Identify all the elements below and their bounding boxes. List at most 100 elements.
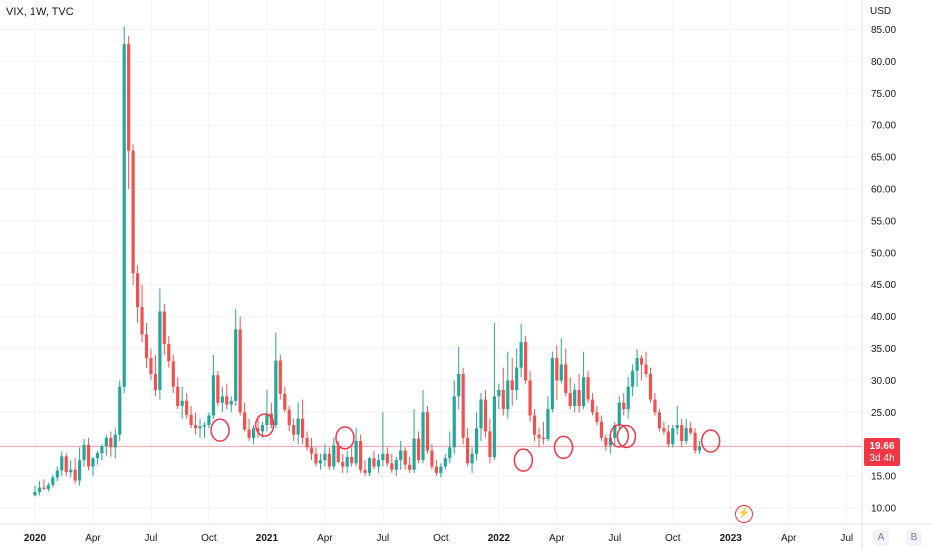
candle-body bbox=[122, 44, 126, 387]
candle bbox=[104, 434, 108, 456]
candle-body bbox=[162, 311, 166, 345]
candle bbox=[287, 405, 291, 432]
candle-body bbox=[220, 396, 224, 403]
candle bbox=[372, 450, 376, 470]
candle-body bbox=[684, 428, 688, 442]
candle-body bbox=[46, 485, 50, 489]
candle-body bbox=[229, 400, 233, 405]
candle bbox=[622, 393, 626, 416]
candle-body bbox=[639, 358, 644, 365]
auto-scale-button[interactable]: A bbox=[873, 530, 889, 546]
candle bbox=[216, 370, 220, 406]
candle-body bbox=[73, 469, 77, 481]
candle-body bbox=[234, 329, 238, 401]
candle-body bbox=[314, 453, 318, 464]
candle bbox=[296, 402, 300, 445]
candle bbox=[693, 428, 697, 454]
y-tick-label: 10.00 bbox=[871, 504, 896, 515]
candle-body bbox=[613, 425, 617, 438]
x-tick-label: Oct bbox=[201, 533, 217, 544]
candle-body bbox=[216, 375, 220, 403]
log-scale-button[interactable]: B bbox=[906, 530, 922, 546]
candle bbox=[37, 481, 42, 496]
highlight-circle bbox=[609, 424, 630, 448]
candle bbox=[220, 386, 224, 413]
candle bbox=[367, 456, 372, 477]
x-tick-label: 2021 bbox=[256, 533, 279, 544]
candle-body bbox=[69, 469, 73, 473]
candle-body bbox=[457, 374, 461, 397]
y-tick-label: 80.00 bbox=[871, 57, 896, 68]
candle bbox=[198, 418, 202, 438]
candle-body bbox=[323, 453, 327, 461]
highlight-circle bbox=[513, 448, 534, 472]
candle-body bbox=[546, 409, 550, 440]
candle bbox=[550, 351, 554, 413]
candle-body bbox=[193, 425, 198, 429]
candle-body bbox=[581, 377, 586, 406]
flash-icon[interactable]: ⚡ bbox=[735, 505, 753, 523]
candle bbox=[443, 453, 447, 470]
candle bbox=[211, 354, 215, 419]
x-tick-label: Oct bbox=[433, 533, 449, 544]
candle-body bbox=[78, 460, 82, 481]
candle-body bbox=[336, 445, 340, 463]
candle-body bbox=[131, 150, 135, 274]
y-tick-label: 25.00 bbox=[871, 408, 896, 419]
candle-body bbox=[211, 375, 215, 416]
candle bbox=[666, 425, 670, 448]
candle-body bbox=[33, 492, 37, 496]
candle bbox=[653, 393, 657, 416]
candle bbox=[675, 405, 679, 435]
candle bbox=[390, 453, 394, 473]
candle bbox=[573, 383, 577, 413]
last-price-value: 19.66 bbox=[869, 441, 895, 452]
candle-body bbox=[305, 437, 309, 448]
candle bbox=[91, 456, 95, 477]
candle bbox=[238, 316, 242, 416]
candle bbox=[474, 412, 479, 461]
candle bbox=[452, 380, 456, 454]
candle bbox=[501, 367, 505, 416]
candle bbox=[73, 458, 77, 484]
candle-body bbox=[622, 402, 626, 410]
candle-body bbox=[372, 458, 376, 467]
candle bbox=[581, 351, 586, 410]
candle bbox=[269, 402, 273, 429]
candle-body bbox=[104, 437, 108, 447]
candle bbox=[158, 288, 162, 400]
candle bbox=[537, 428, 541, 448]
candle-body bbox=[528, 380, 532, 416]
candle-body bbox=[86, 444, 91, 467]
candle-body bbox=[354, 441, 358, 464]
candle-body bbox=[345, 456, 349, 467]
candle-body bbox=[488, 431, 492, 457]
candle-body bbox=[662, 428, 666, 432]
candle bbox=[425, 405, 430, 454]
candle bbox=[412, 409, 416, 473]
candle bbox=[564, 348, 568, 397]
y-tick-label: 85.00 bbox=[871, 25, 896, 36]
candle-body bbox=[207, 415, 211, 426]
candle bbox=[51, 474, 55, 488]
candle bbox=[341, 453, 345, 473]
candle bbox=[577, 374, 581, 413]
candle bbox=[122, 26, 126, 394]
candle bbox=[176, 377, 180, 410]
candle bbox=[532, 409, 537, 442]
candle-body bbox=[91, 458, 95, 467]
candle bbox=[631, 364, 635, 397]
candle bbox=[568, 377, 572, 410]
candle bbox=[86, 437, 91, 471]
candle-body bbox=[599, 421, 604, 438]
candle bbox=[689, 421, 693, 435]
candle bbox=[586, 370, 590, 403]
candle bbox=[648, 367, 653, 403]
candle-body bbox=[403, 450, 407, 465]
candle-body bbox=[189, 414, 193, 426]
candle-body bbox=[653, 399, 657, 413]
candle bbox=[354, 428, 358, 467]
x-tick-label: Jul bbox=[840, 533, 853, 544]
y-tick-label: 65.00 bbox=[871, 153, 896, 164]
